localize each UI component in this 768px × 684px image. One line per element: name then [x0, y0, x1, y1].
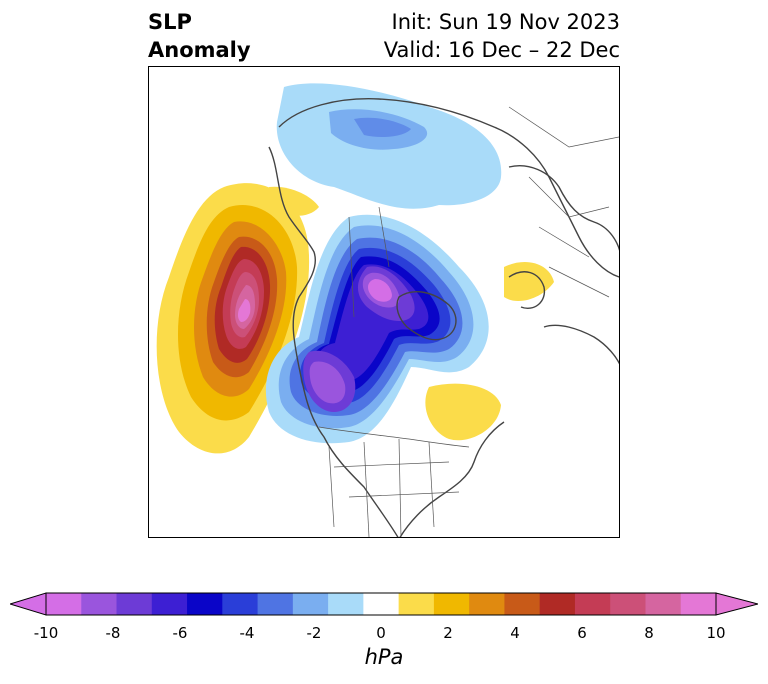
anomaly-map [156, 83, 619, 537]
colorbar-segment [504, 593, 541, 615]
title-field: SLP [148, 10, 192, 34]
init-date: Init: Sun 19 Nov 2023 [391, 10, 620, 34]
colorbar-tick-label: -8 [105, 624, 121, 642]
map-panel [148, 66, 620, 538]
siberia-negative-anomaly [276, 83, 502, 209]
colorbar-segment [469, 593, 505, 615]
valid-range: Valid: 16 Dec – 22 Dec [383, 38, 620, 62]
colorbar-frame [45, 592, 717, 616]
title-right: Init: Sun 19 Nov 2023 Valid: 16 Dec – 22… [384, 8, 620, 64]
colorbar [10, 592, 758, 616]
colorbar-segment [116, 593, 153, 615]
scandinavia-positive-patch [504, 262, 554, 302]
colorbar-units: hPa [364, 645, 404, 669]
colorbar-segment [257, 593, 294, 615]
atlantic-positive-patch [425, 383, 501, 441]
colorbar-extend-min [10, 592, 47, 616]
title-anomaly: Anomaly [148, 38, 251, 62]
colorbar-segment [81, 593, 118, 615]
colorbar-segment [292, 593, 329, 615]
colorbar-segment [398, 593, 435, 615]
colorbar-tick-label: -2 [306, 624, 322, 642]
colorbar-segment [433, 593, 470, 615]
colorbar-segment [680, 593, 717, 615]
pacific-positive-anomaly [156, 183, 310, 454]
canada-negative-anomaly [265, 214, 489, 444]
colorbar-tick-label: 4 [510, 624, 520, 642]
colorbar-tick-label: -4 [239, 624, 255, 642]
political-borders [318, 106, 619, 537]
colorbar-segment [539, 593, 576, 615]
colorbar-segment [46, 593, 82, 615]
colorbar-segment [151, 593, 188, 615]
colorbar-tick-label: 2 [443, 624, 453, 642]
colorbar-segment [610, 593, 646, 615]
colorbar-segment [574, 593, 611, 615]
title-left: SLP Anomaly [148, 8, 251, 64]
colorbar-tick-label: -10 [33, 624, 59, 642]
colorbar-extend-max [715, 592, 758, 616]
colorbar-tick-label: 0 [376, 624, 386, 642]
colorbar-segment [222, 593, 259, 615]
colorbar-segment [187, 593, 223, 615]
colorbar-tick-label: 10 [706, 624, 726, 642]
colorbar-segment [328, 593, 364, 615]
coastlines [268, 98, 619, 537]
colorbar-tick-label: -6 [172, 624, 188, 642]
colorbar-tick-label: 6 [577, 624, 587, 642]
colorbar-segment [363, 593, 400, 615]
colorbar-tick-label: 8 [644, 624, 654, 642]
colorbar-segment [645, 593, 682, 615]
